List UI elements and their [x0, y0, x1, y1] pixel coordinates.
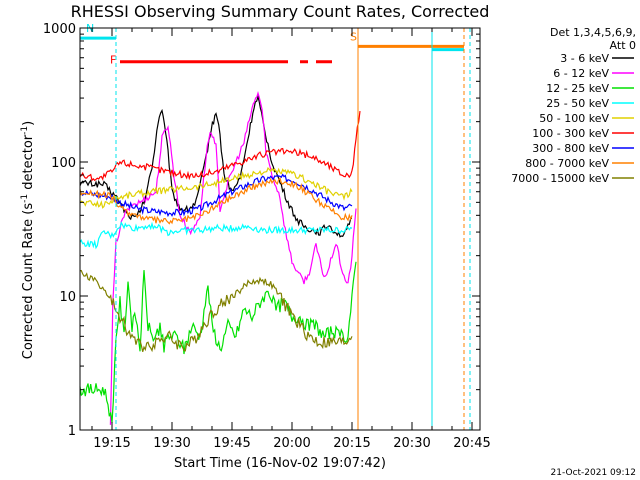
- series-line-8: [79, 177, 353, 225]
- x-tick-label: 20:30: [393, 436, 430, 451]
- y-axis-label-sup1: -1: [20, 194, 30, 203]
- series-line-7: [79, 173, 353, 218]
- legend-label: 300 - 800 keV: [532, 142, 609, 155]
- series-line-5: [79, 167, 353, 209]
- x-tick-label: 20:15: [333, 436, 370, 451]
- y-axis-label: Corrected Count Rate (s-1 detector-1): [20, 121, 36, 359]
- flag-label: F: [110, 54, 116, 67]
- y-axis-label-sup2: -1: [20, 126, 30, 135]
- legend-label: 7000 - 15000 keV: [511, 172, 609, 185]
- legend-label: 800 - 7000 keV: [525, 157, 609, 170]
- y-tick-label: 1: [68, 424, 76, 439]
- flag-bars: N F S: [80, 22, 464, 67]
- y-axis-label-mid: detector: [21, 134, 36, 194]
- x-tick-label: 20:45: [453, 436, 490, 451]
- legend-label: 3 - 6 keV: [560, 52, 609, 65]
- series-line-3: [79, 261, 357, 423]
- y-axis-label-main: Corrected Count Rate (s: [21, 203, 36, 360]
- legend-label: 50 - 100 keV: [539, 112, 609, 125]
- plot-frame: [79, 27, 481, 431]
- series-line-9: [79, 269, 353, 353]
- chart-title: RHESSI Observing Summary Count Rates, Co…: [71, 2, 490, 21]
- x-tick-label: 20:00: [273, 436, 310, 451]
- series-line-1: [79, 94, 353, 238]
- legend: Det 1,3,4,5,6,9,Att 03 - 6 keV 6 - 12 keV…: [511, 26, 636, 185]
- series-line-2: [109, 90, 357, 425]
- x-tick-label: 19:45: [213, 436, 250, 451]
- y-axis: 1 10 100 1000: [43, 22, 480, 439]
- legend-label: 100 - 300 keV: [532, 127, 609, 140]
- series-line-4: [79, 221, 353, 250]
- legend-label: 25 - 50 keV: [546, 97, 609, 110]
- y-axis-label-end: ): [21, 121, 36, 126]
- series-line-6: [79, 111, 361, 182]
- y-tick-label: 1000: [43, 22, 76, 37]
- x-tick-label: 19:15: [93, 436, 130, 451]
- legend-label: 6 - 12 keV: [553, 67, 609, 80]
- x-axis-label: Start Time (16-Nov-02 19:07:42): [174, 456, 386, 471]
- flag-label: N: [86, 22, 94, 35]
- y-tick-label: 100: [51, 156, 76, 171]
- flag-label: S: [350, 30, 357, 43]
- y-tick-label: 10: [59, 290, 76, 305]
- legend-label: 12 - 25 keV: [546, 82, 609, 95]
- legend-header: Det 1,3,4,5,6,9,: [550, 26, 636, 39]
- series-layer: [79, 90, 361, 425]
- x-axis: 19:15 19:30 19:45 20:00 20:15 20:30 20:45: [91, 28, 491, 451]
- legend-header: Att 0: [610, 39, 636, 52]
- vertical-markers: [115, 28, 471, 430]
- x-tick-label: 19:30: [153, 436, 190, 451]
- timestamp: 21-Oct-2021 09:12: [551, 468, 636, 478]
